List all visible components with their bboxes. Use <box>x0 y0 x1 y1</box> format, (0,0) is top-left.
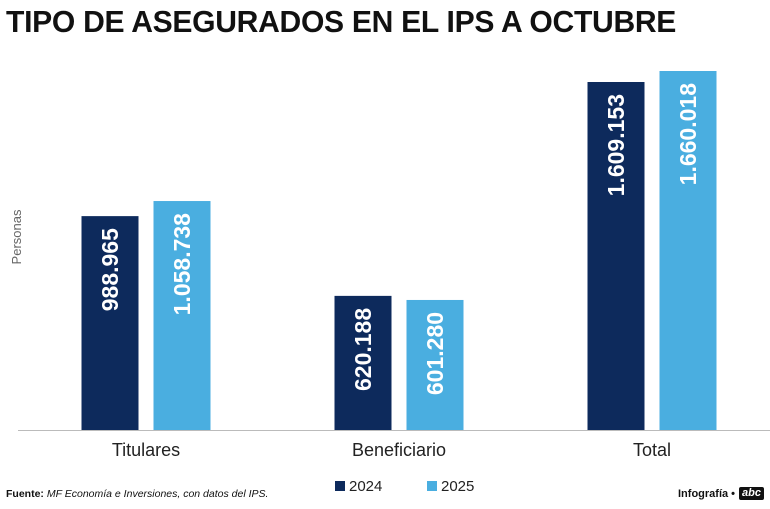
source-note: Fuente: MF Economía e Inversiones, con d… <box>6 488 268 500</box>
data-label-titulares-2025: 1.058.738 <box>169 213 195 316</box>
legend-swatch-2025 <box>427 481 437 491</box>
category-label-beneficiario: Beneficiario <box>352 440 446 460</box>
category-label-total: Total <box>633 440 671 460</box>
bar-titulares-2024 <box>81 216 139 430</box>
legend-label-2025: 2025 <box>441 478 474 495</box>
legend-swatch-2024 <box>335 481 345 491</box>
chart-title: TIPO DE ASEGURADOS EN EL IPS A OCTUBRE <box>6 4 677 39</box>
data-label-beneficiario-2025: 601.280 <box>422 312 448 395</box>
bar-total-2024 <box>587 82 645 430</box>
bar-titulares-2025 <box>153 201 211 430</box>
data-label-beneficiario-2024: 620.188 <box>350 308 376 391</box>
credit-text: Infografía • <box>678 487 736 500</box>
bar-beneficiario-2024 <box>334 295 392 430</box>
data-label-total-2024: 1.609.153 <box>603 94 629 196</box>
bar-total-2025 <box>659 71 717 430</box>
data-label-total-2025: 1.660.018 <box>675 83 701 186</box>
source-text: MF Economía e Inversiones, con datos del… <box>46 488 269 500</box>
bar-beneficiario-2025 <box>406 299 464 430</box>
data-label-titulares-2024: 988.965 <box>97 228 123 311</box>
legend-label-2024: 2024 <box>349 478 382 495</box>
source-label: Fuente: <box>6 488 44 500</box>
category-label-titulares: Titulares <box>112 440 180 460</box>
abc-logo: abc <box>739 487 764 500</box>
credit: Infografía • abc <box>678 487 764 500</box>
y-axis-label: Personas <box>9 209 24 264</box>
